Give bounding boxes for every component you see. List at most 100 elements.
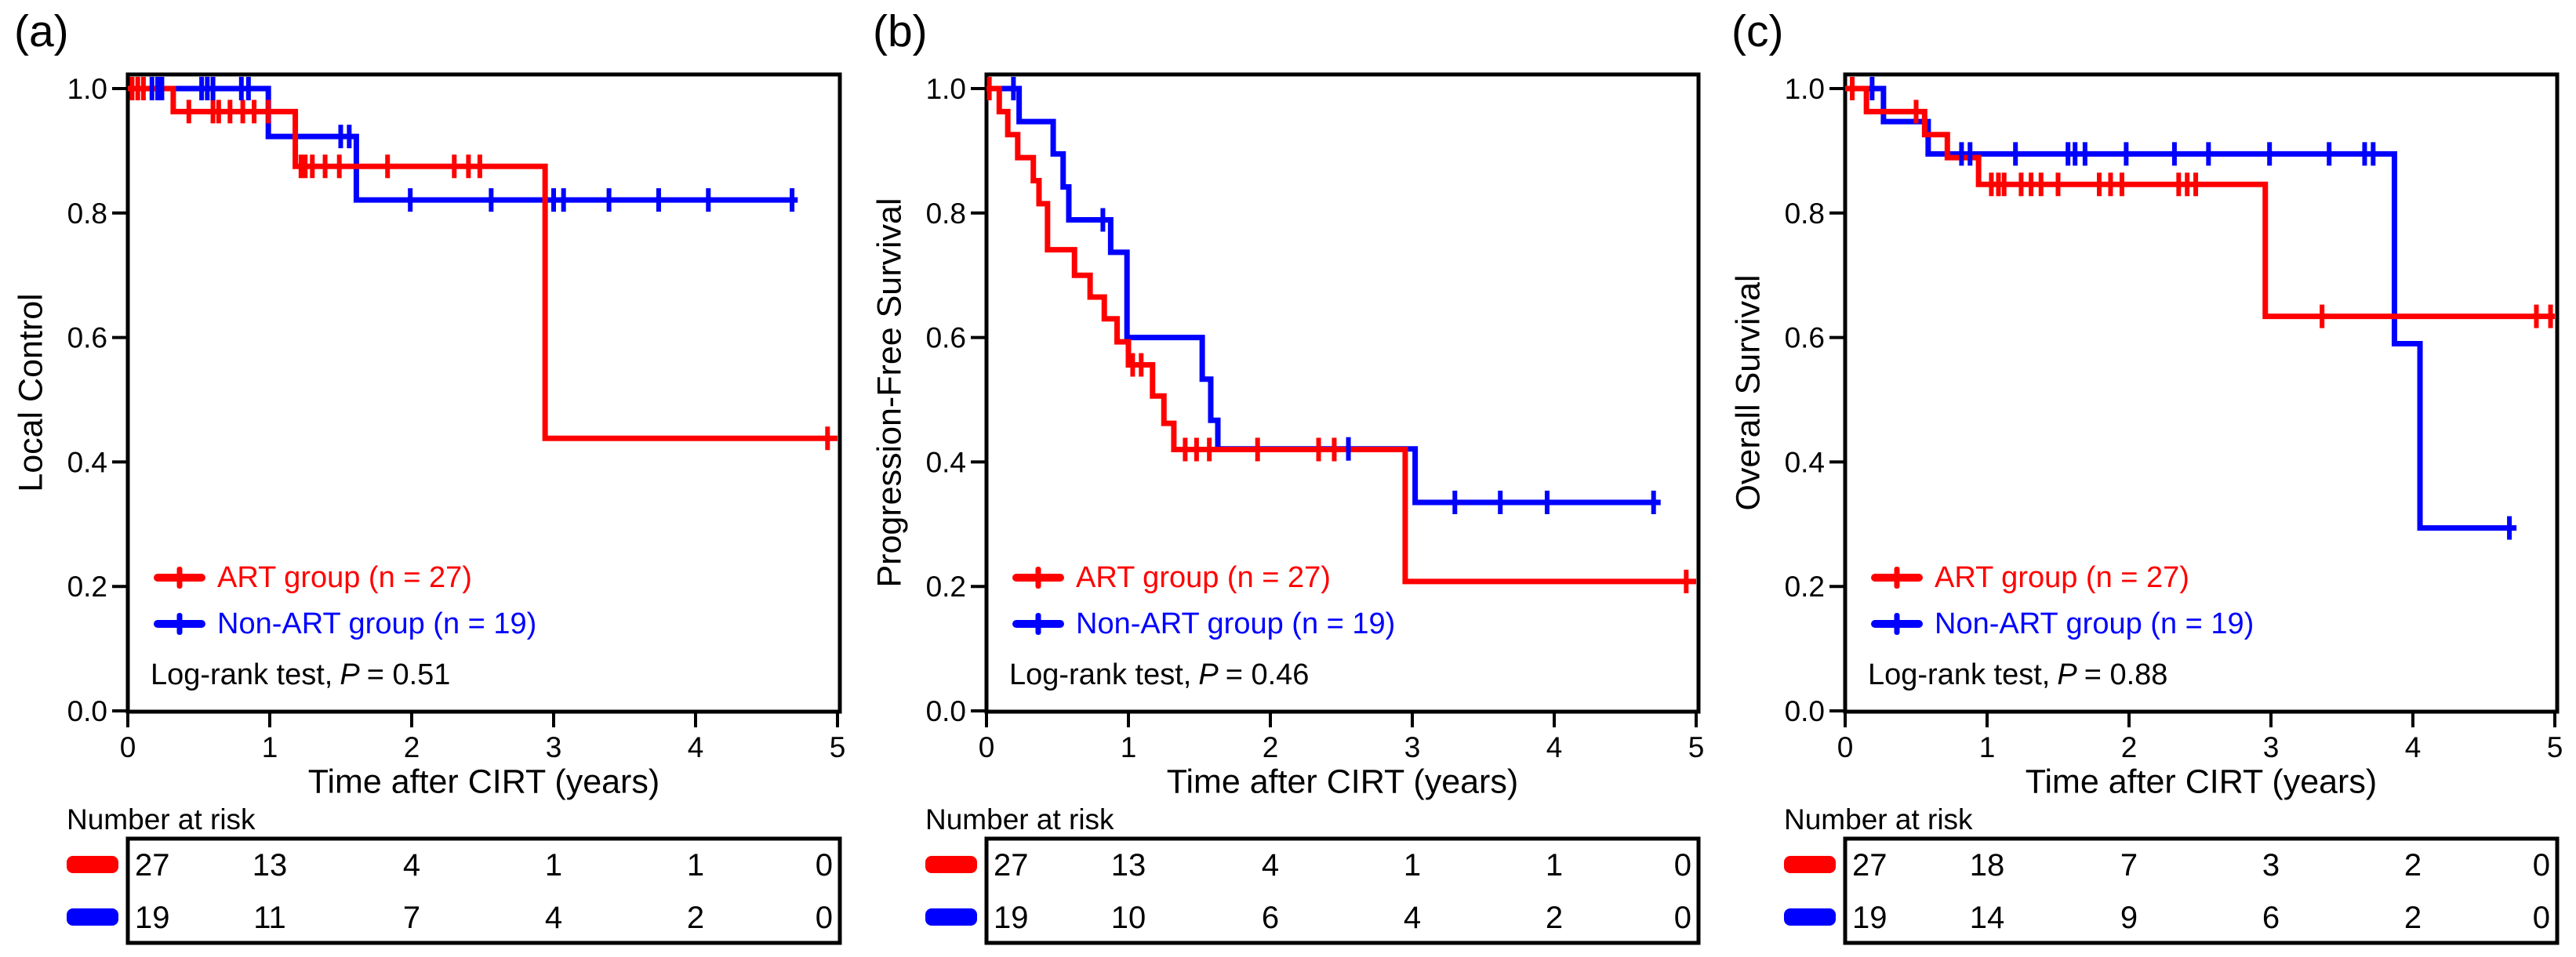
p-value: = 0.46 (1225, 658, 1310, 691)
risk-count: 0 (816, 848, 833, 883)
legend-item-non-art-group: Non-ART group (n = 19) (154, 607, 537, 640)
legend-item-art-group: ART group (n = 27) (154, 560, 472, 594)
art-curve-swatch-icon (154, 574, 205, 582)
risk-table-border (1843, 836, 2560, 945)
y-axis: 0.0 0.2 0.4 0.6 0.8 1.0 (1785, 73, 1844, 727)
censor-marks-non-art-group (1869, 77, 2512, 540)
x-tick-label: 1 (262, 731, 278, 763)
risk-count: 4 (1404, 901, 1421, 935)
risk-count: 11 (253, 901, 286, 935)
y-tick-label: 0.2 (1785, 571, 1825, 603)
risk-count: 2 (687, 901, 704, 935)
x-axis: 0 1 2 3 4 5 (1837, 712, 2563, 763)
x-axis-title: Time after CIRT (years) (1166, 763, 1519, 801)
p-value: = 0.51 (366, 658, 451, 691)
legend-item-art-group: ART group (n = 27) (1012, 560, 1331, 594)
x-tick-label: 1 (1979, 731, 1996, 763)
x-tick-label: 3 (546, 731, 562, 763)
plot-frame (125, 72, 842, 714)
km-curve-non-art-group (986, 85, 1661, 506)
legend-label: ART group (n = 27) (1076, 560, 1331, 594)
plot-frame (984, 72, 1701, 714)
legend-label: Non-ART group (n = 19) (1935, 607, 2254, 640)
y-axis: 0.0 0.2 0.4 0.6 0.8 1.0 (926, 73, 986, 727)
risk-count: 18 (1970, 848, 2005, 883)
y-tick-label: 0.0 (926, 695, 966, 727)
logrank-prefix: Log-rank test, (1009, 658, 1192, 691)
censor-marks-non-art-group (149, 77, 795, 212)
risk-count: 27 (1852, 848, 1887, 883)
x-tick-label: 3 (2263, 731, 2280, 763)
legend-label: Non-ART group (n = 19) (1076, 607, 1396, 640)
plot-frame (1843, 72, 2560, 714)
x-tick-label: 1 (1121, 731, 1137, 763)
panel-c: 0.0 0.2 0.4 0.6 0.8 1.0 0 1 2 3 4 5 27 18 7 3 2 0 19 14 9 6 2 0… (1717, 0, 2576, 957)
legend-item-art-group: ART group (n = 27) (1871, 560, 2189, 594)
risk-count: 7 (2120, 848, 2138, 883)
x-axis: 0 1 2 3 4 5 (120, 712, 846, 763)
risk-count: 1 (687, 848, 704, 883)
risk-count: 9 (2120, 901, 2138, 935)
risk-row-swatch-icon (925, 908, 977, 926)
risk-count: 2 (1546, 901, 1563, 935)
art-curve-swatch-icon (1012, 574, 1064, 582)
y-tick-label: 0.4 (1785, 446, 1825, 478)
risk-row-swatch-icon (67, 908, 118, 926)
x-tick-label: 0 (1837, 731, 1854, 763)
risk-count: 4 (1262, 848, 1279, 883)
y-tick-label: 0.8 (67, 198, 107, 230)
plot-svg-a: 0.00.20.40.60.81.00 1 2 3 4 527 13 4 1 1 019 11 7 4 2 0 (67, 72, 846, 945)
y-tick-label: 0.0 (1785, 695, 1825, 727)
risk-count: 0 (1674, 848, 1691, 883)
legend-label: ART group (n = 27) (1935, 560, 2189, 594)
risk-count: 0 (1674, 901, 1691, 935)
risk-count: 4 (403, 848, 420, 883)
risk-table-border (125, 836, 842, 945)
legend-label: ART group (n = 27) (217, 560, 472, 594)
x-tick-label: 4 (2405, 731, 2422, 763)
risk-count: 7 (403, 901, 420, 935)
risk-count: 19 (1852, 901, 1887, 935)
legend-label: Non-ART group (n = 19) (217, 607, 537, 640)
x-tick-label: 2 (2121, 731, 2138, 763)
y-tick-label: 0.0 (67, 695, 107, 727)
risk-count: 1 (1404, 848, 1421, 883)
risk-count: 6 (1262, 901, 1279, 935)
art-curve-swatch-icon (1871, 574, 1923, 582)
x-axis: 0 1 2 3 4 5 (979, 712, 1705, 763)
non-art-curve-swatch-icon (1871, 620, 1923, 628)
km-curve-non-art-group (128, 85, 798, 203)
logrank-prefix: Log-rank test, (151, 658, 333, 691)
risk-count: 6 (2262, 901, 2280, 935)
km-curve-non-art-group (1845, 85, 2517, 531)
y-tick-label: 0.8 (1785, 198, 1825, 230)
number-at-risk-label: Number at risk (925, 803, 1114, 836)
y-tick-label: 0.6 (926, 322, 966, 354)
censor-marks-art-group (129, 77, 830, 451)
x-tick-label: 3 (1404, 731, 1421, 763)
y-tick-label: 0.4 (926, 446, 966, 478)
logrank-prefix: Log-rank test, (1868, 658, 2051, 691)
censor-marks-art-group (986, 77, 1689, 593)
censor-marks-art-group (1850, 77, 2553, 328)
risk-row-swatch-icon (1784, 908, 1836, 926)
panel-letter: (a) (14, 6, 69, 56)
x-tick-label: 2 (1263, 731, 1279, 763)
p-value: = 0.88 (2084, 658, 2168, 691)
x-tick-label: 5 (1688, 731, 1705, 763)
y-tick-label: 0.4 (67, 446, 107, 478)
panel-letter: (b) (873, 6, 928, 56)
plot-svg-b: 0.00.20.40.60.81.00 1 2 3 4 527 13 4 1 1 019 10 6 4 2 0 (925, 72, 1705, 945)
risk-table-border (984, 836, 1701, 945)
risk-count: 4 (545, 901, 562, 935)
panel-a: 0.0 0.2 0.4 0.6 0.8 1.0 0 1 2 3 4 5 27 13 4 1 1 0 19 11 7 4 2 0… (0, 0, 859, 957)
risk-count: 0 (2533, 848, 2550, 883)
y-axis-title: Local Control (12, 293, 50, 492)
risk-count: 14 (1970, 901, 2005, 935)
risk-count: 3 (2262, 848, 2280, 883)
logrank-annotation: Log-rank test, P = 0.51 (151, 658, 450, 692)
x-tick-label: 5 (830, 731, 846, 763)
risk-count: 27 (994, 848, 1029, 883)
x-tick-label: 5 (2547, 731, 2563, 763)
risk-row-swatch-icon (67, 856, 118, 873)
